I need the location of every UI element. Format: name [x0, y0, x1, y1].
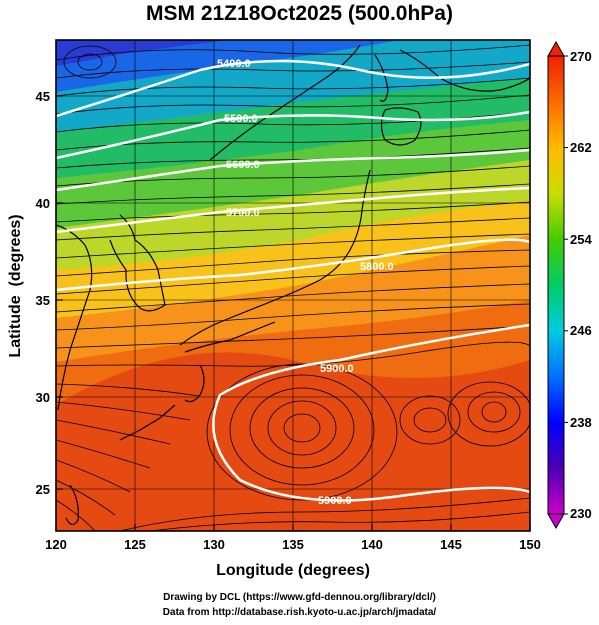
y-axis-label: Latitude (degrees) — [7, 214, 24, 357]
colorbar-tick-label: 246 — [570, 323, 592, 338]
colorbar-tick-label: 254 — [570, 232, 592, 247]
x-tick-label: 130 — [203, 537, 225, 552]
x-tick-label: 145 — [440, 537, 462, 552]
height-contours — [56, 59, 530, 502]
colorbar-scale — [547, 55, 565, 515]
colorbar-min-arrow — [547, 513, 565, 530]
credit-data-source: Data from http://database.rish.kyoto-u.a… — [162, 607, 437, 618]
contour-label: 5900.0 — [318, 495, 352, 507]
contour-label: 5500.0 — [224, 113, 258, 125]
colorbar-max-arrow — [547, 40, 565, 57]
y-tick-label: 30 — [36, 390, 50, 405]
x-axis-label: Longitude (degrees) — [216, 562, 370, 579]
y-tick-label: 25 — [36, 482, 50, 497]
contour-labels: 5400.0 5500.0 5600.0 5700.0 5800.0 5900.… — [217, 58, 394, 507]
wind-streamlines — [56, 44, 530, 531]
x-tick-label: 150 — [519, 537, 541, 552]
y-tick-labels: 25 30 35 40 45 — [36, 89, 50, 497]
y-ticks — [56, 95, 63, 490]
chart-title: MSM 21Z18Oct2025 (500.0hPa) — [146, 2, 453, 25]
x-tick-label: 140 — [361, 537, 383, 552]
contour-label: 5400.0 — [217, 58, 251, 70]
contour-label: 5600.0 — [226, 159, 260, 171]
colorbar-tick-label: 270 — [570, 49, 592, 64]
y-tick-label: 45 — [36, 89, 50, 104]
coastlines — [56, 44, 530, 526]
credit-drawing: Drawing by DCL (https://www.gfd-dennou.o… — [163, 592, 436, 603]
colorbar-tick-label: 238 — [570, 415, 592, 430]
x-ticks — [55, 524, 531, 531]
contour-label: 5800.0 — [360, 261, 394, 273]
colorbar-tick-label: 230 — [570, 506, 592, 521]
x-tick-label: 135 — [282, 537, 304, 552]
contour-label: 5700.0 — [226, 207, 260, 219]
colorbar: 230 238 246 254 262 270 — [547, 40, 592, 530]
grid-lines — [56, 40, 530, 531]
y-tick-label: 35 — [36, 293, 50, 308]
x-tick-labels: 120 125 130 135 140 145 150 — [45, 537, 541, 552]
y-tick-label: 40 — [36, 196, 50, 211]
x-tick-label: 120 — [45, 537, 67, 552]
contour-label: 5900.0 — [320, 363, 354, 375]
x-tick-label: 125 — [124, 537, 146, 552]
colorbar-tick-label: 262 — [570, 140, 592, 155]
credits: Drawing by DCL (https://www.gfd-dennou.o… — [0, 590, 599, 620]
